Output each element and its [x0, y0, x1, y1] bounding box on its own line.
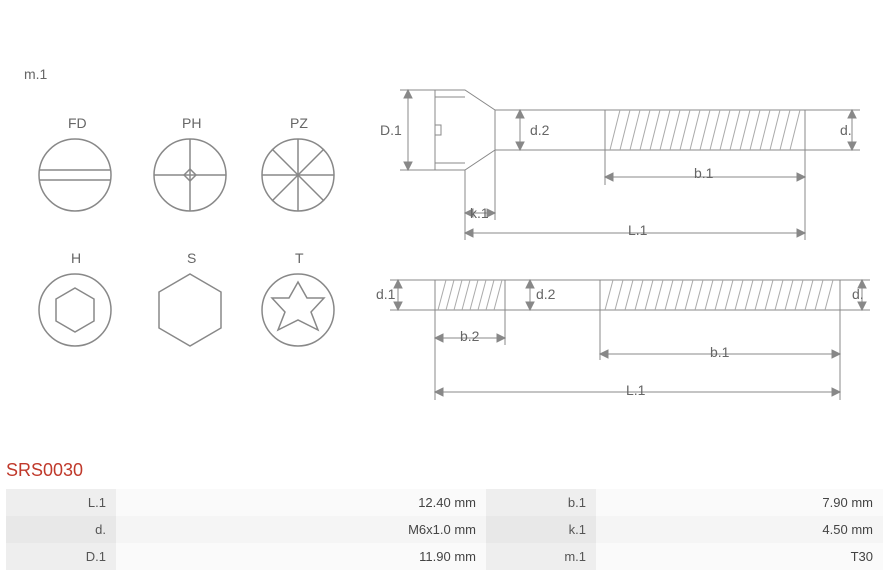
dim2-d1: d.1: [376, 286, 395, 302]
table-row: D.1 11.90 mm m.1 T30: [6, 543, 883, 570]
cell-value: 11.90 mm: [116, 543, 486, 570]
dim2-d2: d.2: [536, 286, 555, 302]
dim-b1: b.1: [694, 165, 713, 181]
cell-label: D.1: [6, 543, 116, 570]
dim2-L1: L.1: [626, 382, 645, 398]
cell-value: M6x1.0 mm: [116, 516, 486, 543]
screw-bottom-drawing: [370, 260, 889, 430]
cell-label: L.1: [6, 489, 116, 516]
cell-value: 12.40 mm: [116, 489, 486, 516]
table-row: L.1 12.40 mm b.1 7.90 mm: [6, 489, 883, 516]
dim2-d: d.: [852, 286, 864, 302]
cell-label: k.1: [486, 516, 596, 543]
spec-table-area: SRS0030 L.1 12.40 mm b.1 7.90 mm d. M6x1…: [6, 460, 883, 570]
head-icons: [0, 0, 350, 420]
dim-d: d.: [840, 122, 852, 138]
cell-value: 4.50 mm: [596, 516, 883, 543]
dim2-b2: b.2: [460, 328, 479, 344]
cell-label: d.: [6, 516, 116, 543]
cell-label: b.1: [486, 489, 596, 516]
cell-value: 7.90 mm: [596, 489, 883, 516]
cell-label: m.1: [486, 543, 596, 570]
diagram-area: m.1 FD PH PZ H S T: [0, 0, 889, 450]
cell-value: T30: [596, 543, 883, 570]
dim-L1: L.1: [628, 222, 647, 238]
dim-d2: d.2: [530, 122, 549, 138]
table-row: d. M6x1.0 mm k.1 4.50 mm: [6, 516, 883, 543]
dim2-b1: b.1: [710, 344, 729, 360]
dim-D1: D.1: [380, 122, 402, 138]
spec-table: L.1 12.40 mm b.1 7.90 mm d. M6x1.0 mm k.…: [6, 489, 883, 570]
part-number: SRS0030: [6, 460, 883, 481]
dim-k1: k.1: [470, 205, 489, 221]
